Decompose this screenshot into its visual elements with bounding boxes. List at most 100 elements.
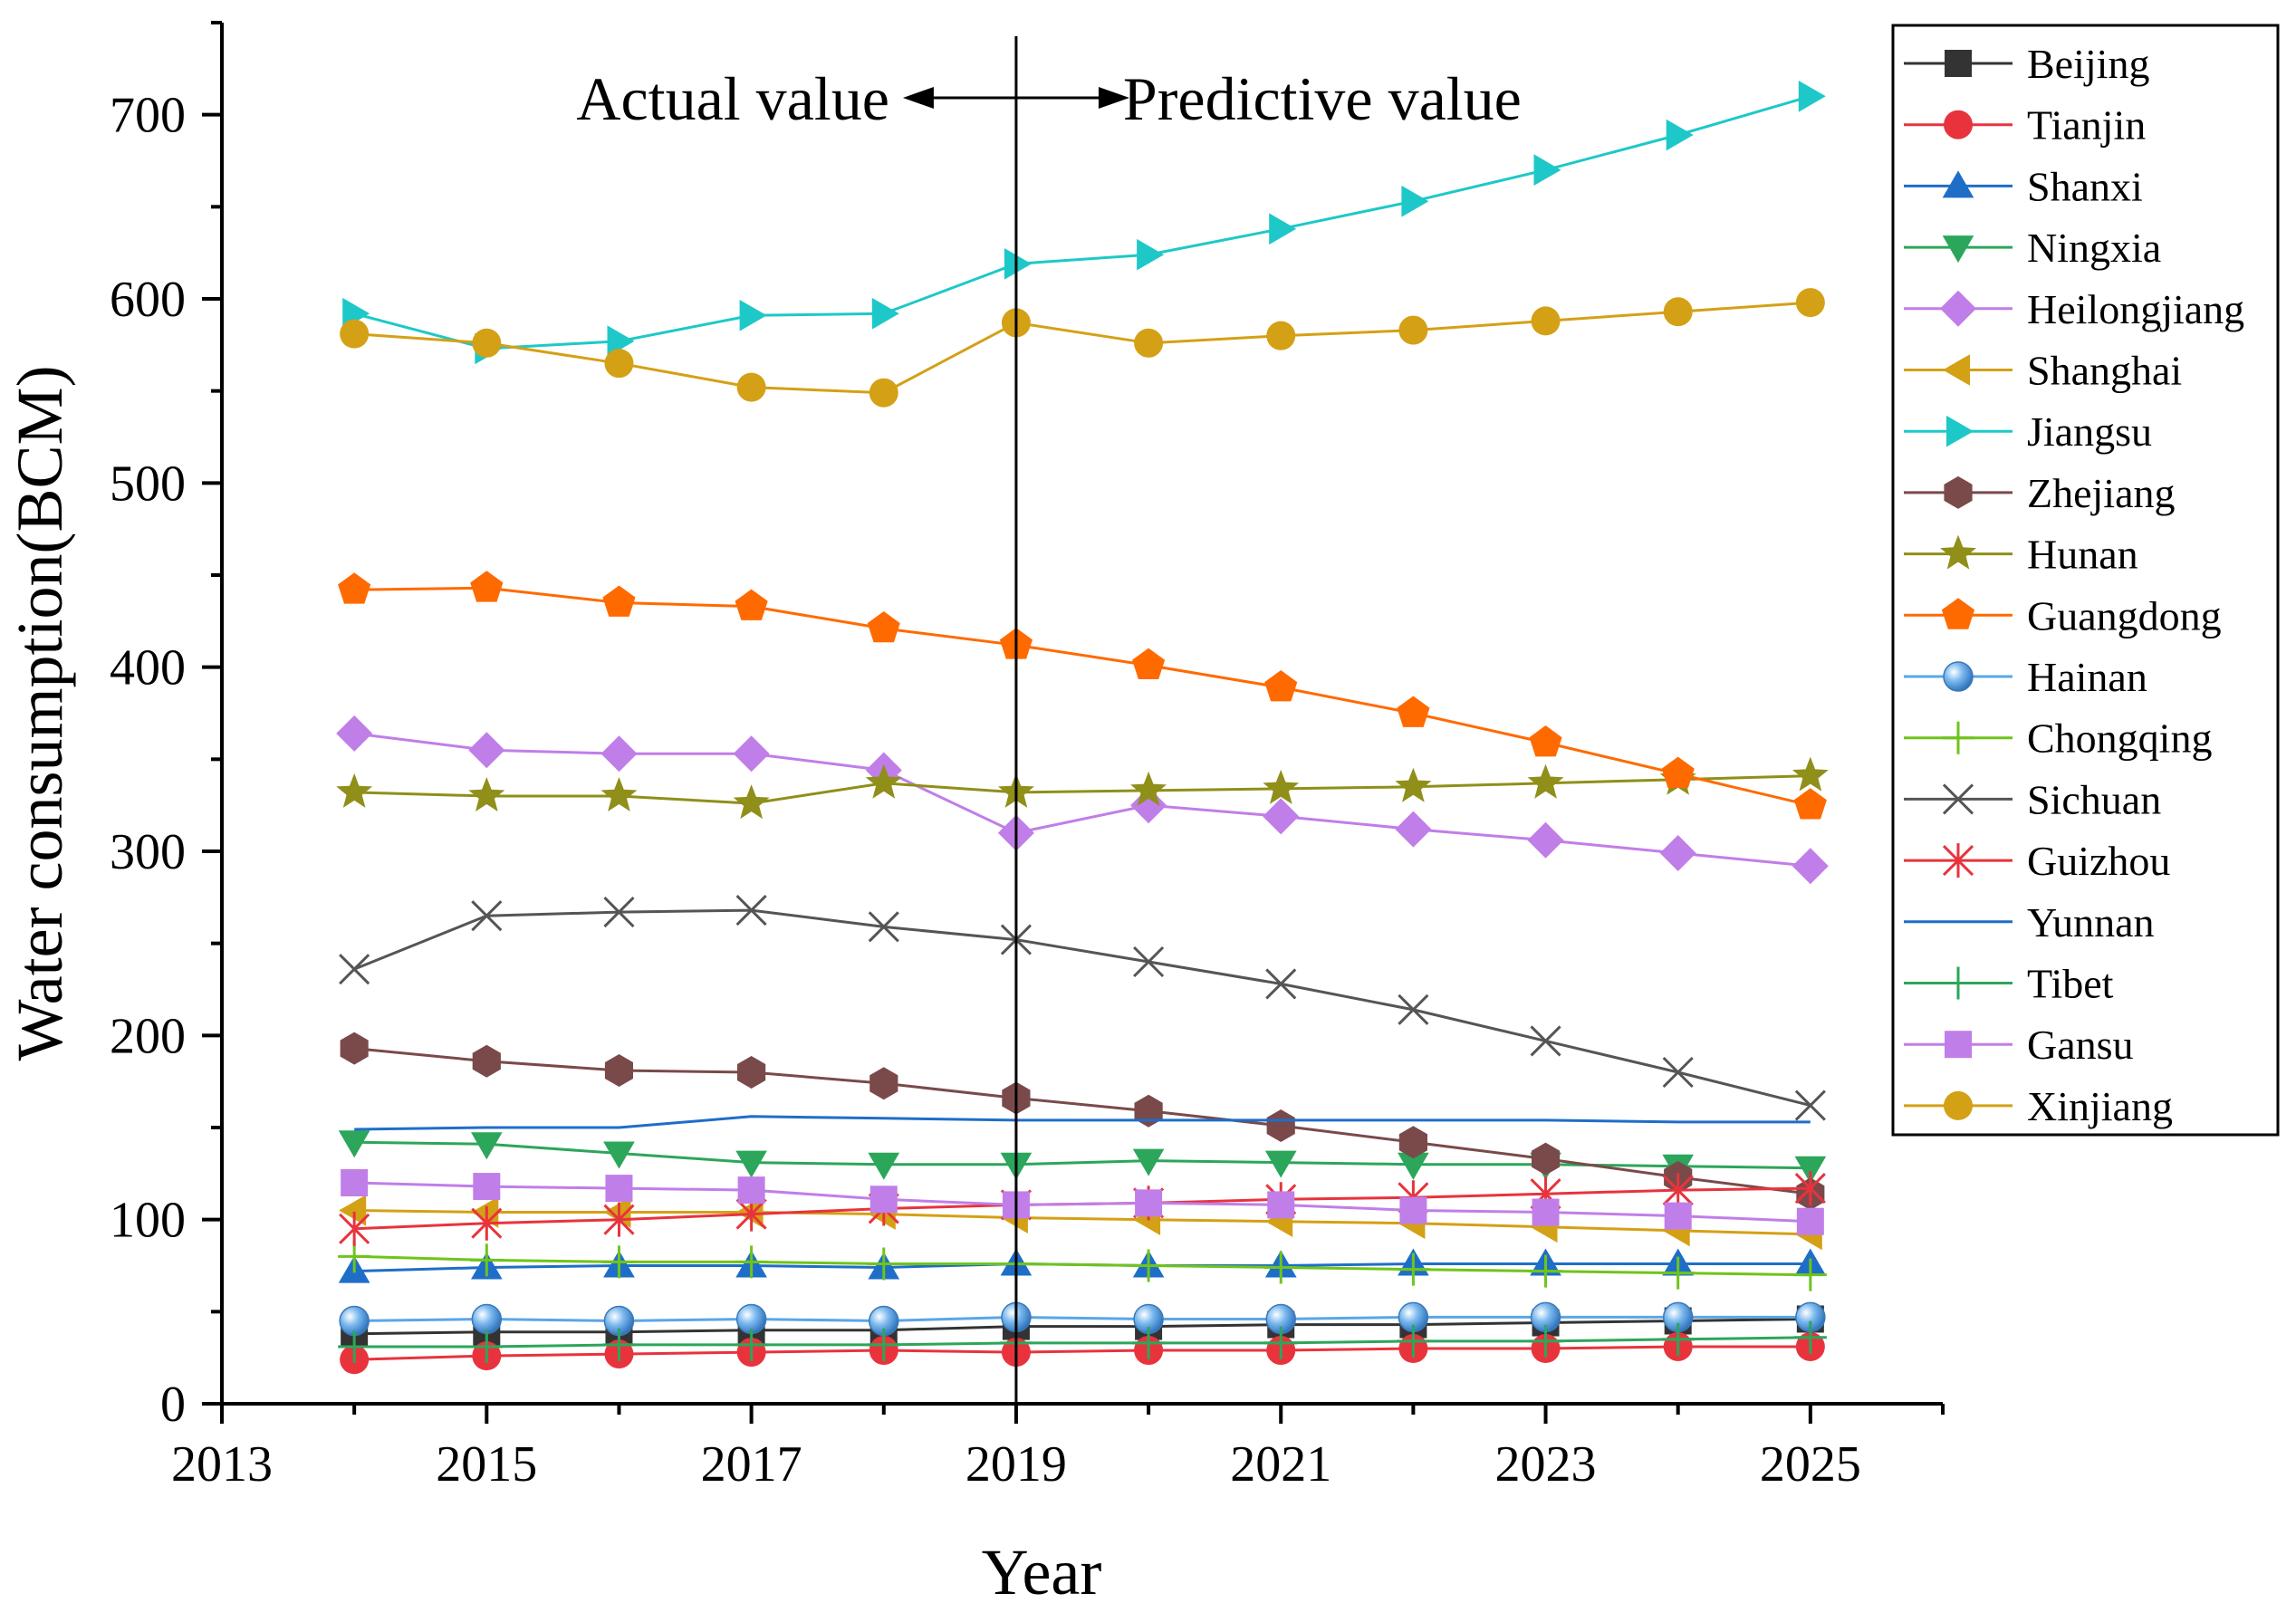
- data-point-shanghai: [339, 1195, 367, 1226]
- series-xinjiang: [340, 288, 1825, 408]
- x-tick-label: 2023: [1495, 1436, 1597, 1493]
- legend-item-guizhou: Guizhou: [1904, 838, 2170, 884]
- annotation-layer: Actual value Predictive value: [576, 36, 1522, 1404]
- data-point-sichuan: [1265, 968, 1297, 1000]
- data-point-xinjiang: [1531, 306, 1561, 336]
- series-heilongjiang: [336, 715, 1829, 885]
- legend-swatch-marker: [1944, 1090, 1973, 1120]
- data-point-jiangsu: [1666, 119, 1694, 151]
- data-point-tibet: [1264, 1326, 1298, 1359]
- data-point-zhejiang: [472, 1044, 501, 1078]
- legend-swatch-marker: [1941, 598, 1975, 629]
- legend-item-beijing: Beijing: [1904, 41, 2149, 87]
- data-point-xinjiang: [736, 372, 766, 402]
- series-line-guizhou: [354, 1186, 1811, 1231]
- data-point-heilongjiang: [1130, 787, 1167, 824]
- series-line-gansu: [354, 1181, 1811, 1224]
- series-guangdong: [338, 571, 1827, 820]
- data-point-zhejiang: [737, 1056, 766, 1089]
- data-point-heilongjiang: [1263, 798, 1300, 835]
- data-point-tibet: [470, 1329, 504, 1363]
- data-point-jiangsu: [607, 325, 635, 358]
- data-point-guangdong: [1264, 670, 1298, 702]
- data-point-ningxia: [735, 1150, 767, 1178]
- legend-item-tianjin: Tianjin: [1904, 102, 2146, 149]
- data-point-xinjiang: [472, 328, 502, 358]
- series-line-chongqing: [354, 1254, 1811, 1277]
- series-hunan: [336, 756, 1829, 820]
- data-point-zhejiang: [604, 1054, 633, 1087]
- data-point-gansu: [1532, 1198, 1560, 1226]
- data-point-sichuan: [1133, 945, 1165, 978]
- data-point-zhejiang: [1266, 1109, 1295, 1142]
- legend-item-hainan: Hainan: [1904, 654, 2147, 700]
- data-point-jiangsu: [871, 297, 899, 330]
- series-hainan: [339, 1301, 1826, 1337]
- data-point-xinjiang: [340, 319, 370, 349]
- data-point-gansu: [869, 1185, 898, 1214]
- y-tick-label: 300: [110, 824, 186, 880]
- data-point-hunan: [1395, 767, 1432, 802]
- predictive-value-label: Predictive value: [1123, 64, 1522, 133]
- legend-swatch-marker: [1942, 783, 1974, 815]
- legend-label: Heilongjiang: [2027, 286, 2244, 332]
- y-axis-title: Water consumption(BCM): [4, 365, 76, 1061]
- series-line-zhejiang: [354, 1047, 1811, 1195]
- data-point-ningxia: [338, 1130, 370, 1158]
- data-point-chongqing: [1132, 1249, 1166, 1282]
- x-tick-label: 2019: [965, 1436, 1067, 1493]
- data-point-heilongjiang: [1792, 848, 1829, 885]
- data-point-jiangsu: [1004, 248, 1032, 280]
- y-tick-label: 100: [110, 1193, 186, 1249]
- data-point-sichuan: [1662, 1056, 1694, 1089]
- data-point-tibet: [867, 1328, 900, 1361]
- data-point-ningxia: [868, 1152, 900, 1180]
- data-point-gansu: [1664, 1202, 1692, 1230]
- data-point-sichuan: [471, 900, 503, 932]
- series-line-hunan: [354, 774, 1811, 805]
- data-point-xinjiang: [1663, 297, 1693, 327]
- data-point-chongqing: [1529, 1254, 1562, 1288]
- data-point-jiangsu: [1533, 154, 1561, 186]
- data-point-xinjiang: [604, 349, 634, 379]
- data-point-sichuan: [1530, 1025, 1561, 1057]
- data-point-jiangsu: [1401, 185, 1429, 217]
- data-point-zhejiang: [1398, 1126, 1427, 1159]
- data-point-ningxia: [603, 1141, 635, 1169]
- data-point-ningxia: [1264, 1150, 1297, 1178]
- series-line-guangdong: [354, 586, 1811, 807]
- legend-swatch-marker: [1943, 354, 1970, 386]
- series-ningxia: [338, 1130, 1827, 1184]
- data-point-heilongjiang: [600, 735, 638, 773]
- legend-label: Shanxi: [2027, 163, 2143, 209]
- data-point-guizhou: [1662, 1173, 1694, 1208]
- data-point-tibet: [1132, 1326, 1166, 1359]
- series-jiangsu: [342, 81, 1826, 365]
- data-point-hunan: [1263, 769, 1300, 804]
- data-point-tibet: [1529, 1324, 1562, 1358]
- data-point-gansu: [1135, 1189, 1163, 1217]
- series-line-tianjin: [354, 1345, 1811, 1361]
- data-point-guangdong: [602, 585, 636, 617]
- legend-label: Chongqing: [2027, 715, 2212, 762]
- data-point-gansu: [1267, 1191, 1295, 1219]
- data-point-xinjiang: [1398, 315, 1428, 345]
- right-arrowhead: [1098, 87, 1129, 109]
- y-tick-label: 0: [160, 1377, 186, 1433]
- legend-label: Beijing: [2027, 41, 2149, 87]
- series-line-yunnan: [354, 1115, 1811, 1131]
- legend-label: Sichuan: [2027, 776, 2161, 822]
- data-point-hunan: [1130, 771, 1167, 806]
- data-point-sichuan: [868, 911, 899, 943]
- data-point-jiangsu: [1269, 213, 1297, 245]
- data-point-xinjiang: [1795, 288, 1825, 318]
- data-point-zhejiang: [869, 1067, 898, 1100]
- series-line-hainan: [354, 1315, 1811, 1323]
- series-line-tibet: [354, 1336, 1811, 1349]
- series-tianjin: [340, 1331, 1825, 1375]
- legend-item-shanghai: Shanghai: [1904, 348, 2182, 394]
- x-tick-label: 2015: [436, 1436, 537, 1493]
- legend-swatch-marker: [1942, 966, 1974, 1000]
- data-point-ningxia: [1398, 1152, 1429, 1180]
- data-point-xinjiang: [869, 378, 898, 408]
